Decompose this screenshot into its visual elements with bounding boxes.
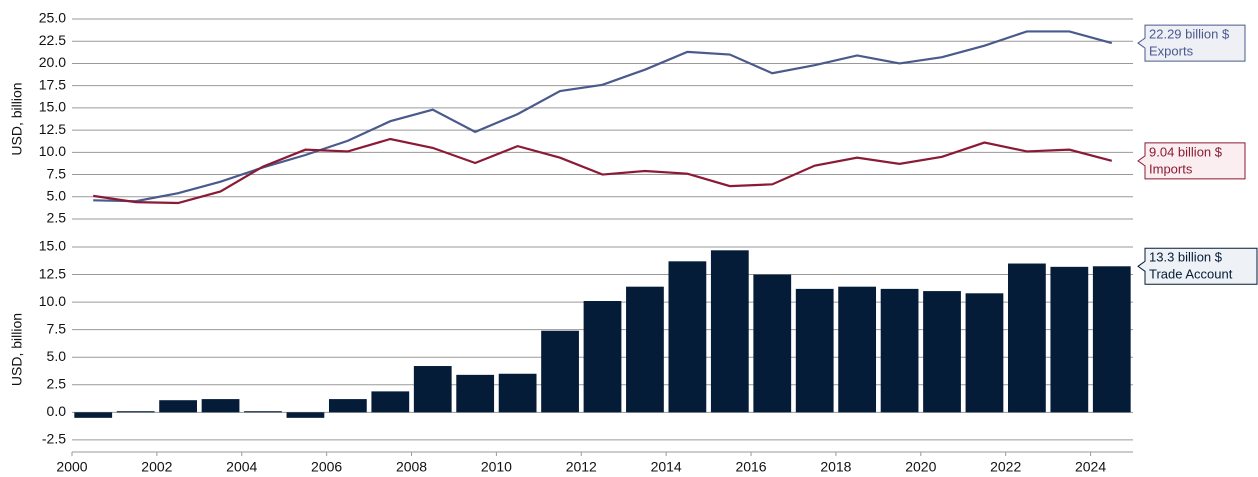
y-tick-label: 5.0 xyxy=(47,187,67,203)
y-tick-label: 5.0 xyxy=(47,348,67,364)
bar xyxy=(923,291,961,413)
y-tick-label: 25.0 xyxy=(39,10,66,26)
x-tick-label: 2020 xyxy=(905,459,936,475)
y-tick-label: 15.0 xyxy=(39,99,66,115)
bar xyxy=(668,261,707,413)
bar xyxy=(456,374,495,413)
annotation-box xyxy=(1137,142,1246,180)
bar xyxy=(328,399,367,413)
bar xyxy=(159,400,197,413)
bar xyxy=(1008,263,1046,413)
y-tick-label: 17.5 xyxy=(39,76,66,92)
y-tick-label: 0.0 xyxy=(47,403,67,419)
bar xyxy=(498,373,537,413)
x-tick-label: 2024 xyxy=(1075,459,1106,475)
bar xyxy=(583,301,622,413)
annotation-box xyxy=(1137,24,1246,62)
bar xyxy=(541,330,579,413)
bar xyxy=(753,274,792,413)
bar xyxy=(244,411,282,413)
annotation-name: Exports xyxy=(1149,44,1194,59)
bar xyxy=(1092,266,1131,413)
y-tick-label: 7.5 xyxy=(47,320,67,336)
annotation-value: 9.04 billion $ xyxy=(1149,144,1223,159)
y-tick-label: 15.0 xyxy=(39,238,66,254)
y-tick-label: 10.0 xyxy=(39,143,66,159)
x-tick-label: 2022 xyxy=(990,459,1021,475)
bar xyxy=(710,250,749,413)
bar xyxy=(880,288,919,413)
bar xyxy=(795,288,834,413)
y-tick-label: 12.5 xyxy=(39,121,66,137)
annotation-name: Trade Account xyxy=(1149,267,1233,282)
bar xyxy=(838,286,877,413)
x-tick-label: 2004 xyxy=(226,459,257,475)
x-tick-label: 2014 xyxy=(651,459,682,475)
y-tick-label: 10.0 xyxy=(39,293,66,309)
bar xyxy=(413,366,452,413)
annotation-box xyxy=(1137,247,1258,285)
x-tick-label: 2018 xyxy=(820,459,851,475)
annotation-value: 13.3 billion $ xyxy=(1149,250,1223,265)
bar xyxy=(201,399,240,413)
bar xyxy=(371,391,410,413)
annotation-name: Imports xyxy=(1149,161,1193,176)
x-tick-label: 2016 xyxy=(735,459,766,475)
y-tick-label: 20.0 xyxy=(39,54,66,70)
annotation-value: 22.29 billion $ xyxy=(1149,27,1230,42)
x-tick-label: 2008 xyxy=(396,459,427,475)
bar xyxy=(74,412,113,418)
bar xyxy=(1050,266,1089,413)
y-axis-label: USD, billion xyxy=(9,313,25,386)
y-tick-label: 12.5 xyxy=(39,265,66,281)
bar xyxy=(116,411,155,413)
x-tick-label: 2006 xyxy=(311,459,342,475)
x-tick-label: 2002 xyxy=(141,459,172,475)
y-tick-label: -2.5 xyxy=(42,431,66,447)
x-tick-label: 2012 xyxy=(566,459,597,475)
y-axis-label: USD, billion xyxy=(9,82,25,155)
series-line xyxy=(93,137,1113,205)
y-tick-label: 22.5 xyxy=(39,32,66,48)
bar xyxy=(286,412,325,418)
bar xyxy=(965,293,1004,413)
x-tick-label: 2010 xyxy=(481,459,512,475)
x-tick-label: 2000 xyxy=(56,459,87,475)
y-tick-label: 7.5 xyxy=(47,165,67,181)
y-tick-label: 2.5 xyxy=(47,375,67,391)
bar xyxy=(626,286,664,413)
y-tick-label: 2.5 xyxy=(47,210,67,226)
